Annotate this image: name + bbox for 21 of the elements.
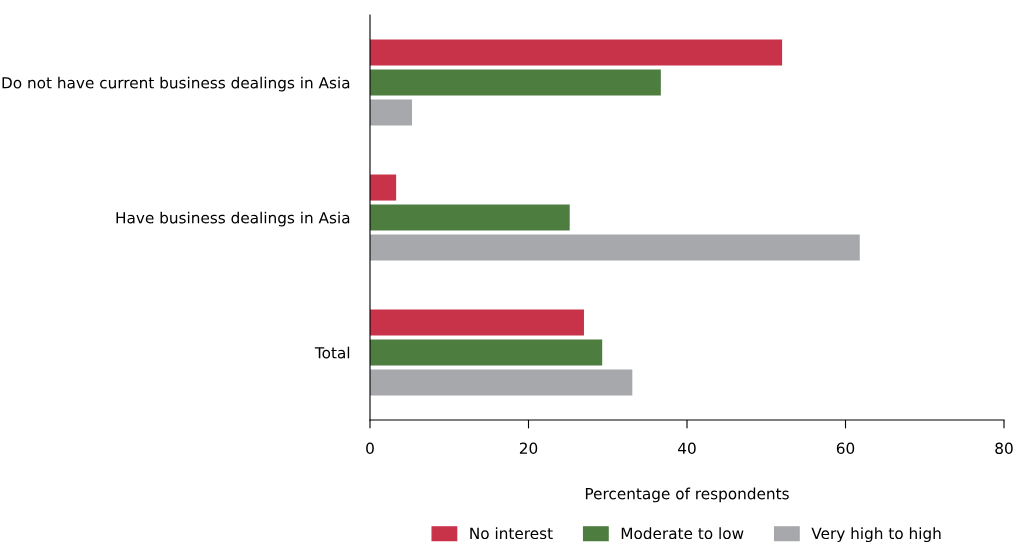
y-tick-label: Do not have current business dealings in Asia <box>2 76 350 92</box>
x-tick-label: 0 <box>366 442 374 455</box>
bar <box>370 39 783 66</box>
bar <box>370 69 661 96</box>
bar <box>370 99 412 126</box>
x-tick-label: 80 <box>995 442 1013 455</box>
x-tick-label: 40 <box>678 442 696 455</box>
bar <box>370 369 633 396</box>
bar <box>370 339 603 366</box>
bar <box>370 234 860 261</box>
x-axis-title: Percentage of respondents <box>585 487 789 503</box>
x-tick-label: 60 <box>836 442 855 455</box>
y-tick-label: Total <box>314 346 350 359</box>
bar <box>370 309 584 336</box>
legend-label: No interest <box>470 527 553 540</box>
y-tick-label: Have business dealings in Asia <box>116 211 350 227</box>
legend-label: Moderate to low <box>621 527 744 540</box>
x-tick-label: 20 <box>519 442 538 455</box>
legend-label: Very high to high <box>811 527 941 543</box>
bar <box>370 204 570 231</box>
bar <box>370 174 397 201</box>
